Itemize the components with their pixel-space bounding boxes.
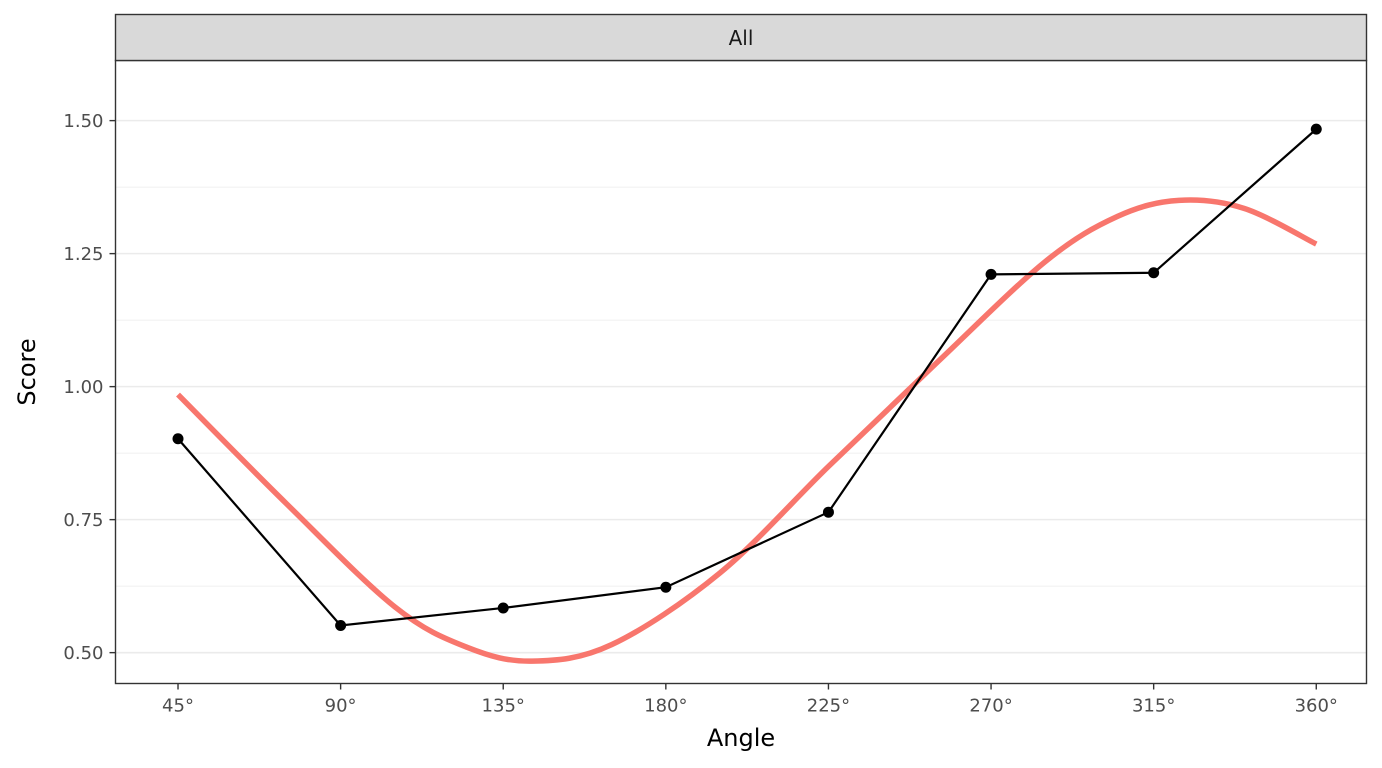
- facet-strip: All: [114, 13, 1368, 62]
- x-tick-label: 180°: [644, 696, 687, 717]
- facet-strip-background: [114, 13, 1368, 62]
- y-axis: 0.50 0.75 1.00 1.25 1.50: [63, 111, 116, 664]
- x-tick-label: 90°: [325, 696, 357, 717]
- x-tick-label: 135°: [482, 696, 525, 717]
- data-point: [335, 620, 347, 632]
- grid-lines: [115, 119, 1367, 654]
- facet-label: All: [729, 26, 754, 50]
- data-point: [822, 506, 834, 518]
- data-point: [497, 602, 509, 614]
- x-axis-title: Angle: [707, 724, 775, 752]
- x-axis: 45° 90° 135° 180° 225° 270° 315° 360°: [162, 683, 1338, 717]
- x-tick-label: 360°: [1295, 696, 1338, 717]
- y-tick-label: 1.00: [63, 377, 103, 398]
- data-point: [985, 268, 997, 280]
- y-tick-label: 0.50: [63, 643, 103, 664]
- x-tick-label: 45°: [162, 696, 194, 717]
- point-layer: [172, 123, 1322, 632]
- x-tick-label: 225°: [807, 696, 850, 717]
- line-layer: [177, 128, 1318, 627]
- y-axis-title: Score: [13, 338, 41, 405]
- y-tick-label: 0.75: [63, 510, 103, 531]
- data-point: [1310, 123, 1322, 135]
- data-point: [172, 433, 184, 445]
- x-tick-label: 315°: [1132, 696, 1175, 717]
- panel-border: [114, 59, 1368, 685]
- x-tick-label: 270°: [969, 696, 1012, 717]
- y-tick-label: 1.25: [63, 244, 103, 265]
- smooth-curve: [176, 197, 1318, 664]
- series-line: [177, 128, 1318, 627]
- smooth-layer: [176, 197, 1318, 664]
- data-point: [1148, 267, 1160, 279]
- data-point: [660, 581, 672, 593]
- y-tick-label: 1.50: [63, 111, 103, 132]
